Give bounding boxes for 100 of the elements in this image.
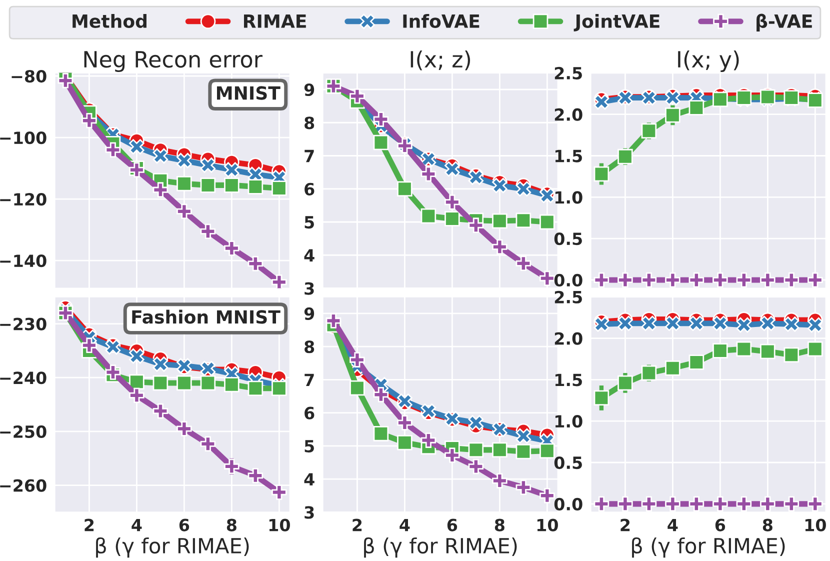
point (618, 148, 633, 164)
point (444, 161, 460, 177)
point (468, 218, 484, 233)
point (373, 112, 389, 127)
point (784, 316, 800, 332)
y-tick-label: 1.0 (555, 191, 582, 204)
point (688, 354, 704, 370)
point (492, 178, 508, 194)
point (248, 179, 264, 194)
y-tick-label: 0.5 (554, 232, 582, 246)
point (200, 436, 216, 452)
point (129, 348, 144, 364)
y-tick-label: 5 (304, 216, 314, 229)
point (224, 458, 240, 474)
legend-title: Method (72, 14, 146, 28)
point (808, 272, 823, 288)
point (736, 496, 752, 512)
y-tick-label: 9 (304, 307, 314, 320)
point (594, 166, 610, 182)
point (248, 380, 264, 396)
point (224, 178, 240, 193)
y-tick-label: 4 (304, 249, 314, 262)
x-tick-label: 4 (668, 518, 678, 532)
point (492, 239, 508, 254)
point (618, 316, 633, 332)
annotation: Fashion MNIST (132, 310, 280, 324)
point (272, 180, 287, 196)
x-tick-label: 10 (537, 518, 558, 532)
point (760, 344, 776, 360)
point (176, 204, 192, 219)
y-tick-label: 2.5 (554, 290, 582, 304)
point (784, 496, 800, 512)
point (152, 403, 168, 419)
point (444, 194, 460, 210)
point (808, 496, 823, 512)
legend-label: RIMAE (244, 14, 306, 28)
y-tick-label: 2.0 (554, 332, 582, 345)
point (516, 256, 532, 272)
point (272, 380, 287, 396)
x-tick-label: 6 (715, 518, 726, 532)
point (58, 72, 74, 88)
x-tick-label: 8 (762, 518, 772, 532)
y-tick-label: 7 (304, 150, 314, 162)
point (397, 181, 412, 197)
y-tick-label: 4 (304, 473, 314, 486)
point (688, 272, 704, 288)
point (665, 108, 680, 123)
point (594, 390, 610, 406)
point (540, 488, 555, 504)
x-tick-label: 8 (494, 518, 504, 532)
point (736, 317, 752, 333)
y-tick-label: 1.5 (555, 374, 582, 386)
x-tick-label: 4 (132, 518, 142, 532)
point (152, 182, 168, 198)
y-tick-label: 8 (304, 116, 314, 130)
point (224, 376, 240, 392)
point (665, 316, 680, 332)
point (200, 224, 216, 239)
y-tick-label: −100 (0, 131, 46, 144)
point (248, 468, 264, 484)
x-axis-title: β (γ for RIMAE) (364, 537, 517, 558)
y-tick-label: 7 (304, 374, 314, 386)
point (176, 375, 192, 391)
y-tick-label: 0.0 (554, 274, 582, 287)
x-tick-label: 2 (84, 518, 94, 532)
y-tick-label: −230 (0, 318, 46, 330)
y-tick-label: 2.0 (554, 108, 582, 121)
point (665, 360, 680, 376)
point (618, 272, 633, 288)
point (105, 142, 121, 158)
point (224, 162, 240, 178)
point (516, 480, 532, 495)
chart-title: Neg Recon error (84, 51, 262, 72)
point (468, 415, 484, 430)
point (176, 176, 192, 192)
y-tick-label: −250 (0, 425, 46, 438)
point (373, 426, 389, 442)
point (736, 341, 752, 357)
point (688, 316, 704, 332)
x-tick-label: 2 (352, 518, 362, 532)
point (248, 256, 264, 272)
point (594, 496, 610, 512)
point (326, 313, 342, 328)
point (373, 134, 389, 150)
y-tick-label: 0.0 (554, 498, 582, 510)
point (200, 375, 216, 391)
chart-title: I(x; z) (410, 50, 470, 70)
point (784, 347, 800, 362)
point (468, 442, 484, 458)
point (516, 181, 532, 197)
point (516, 428, 532, 444)
point (492, 213, 508, 229)
point (641, 123, 657, 139)
point (736, 272, 752, 288)
y-tick-label: 0.5 (554, 456, 582, 470)
y-tick-label: 3 (304, 282, 314, 295)
y-tick-label: 3 (304, 506, 314, 519)
x-tick-label: 8 (226, 518, 236, 532)
y-tick-label: 6 (304, 182, 314, 196)
point (176, 152, 192, 168)
